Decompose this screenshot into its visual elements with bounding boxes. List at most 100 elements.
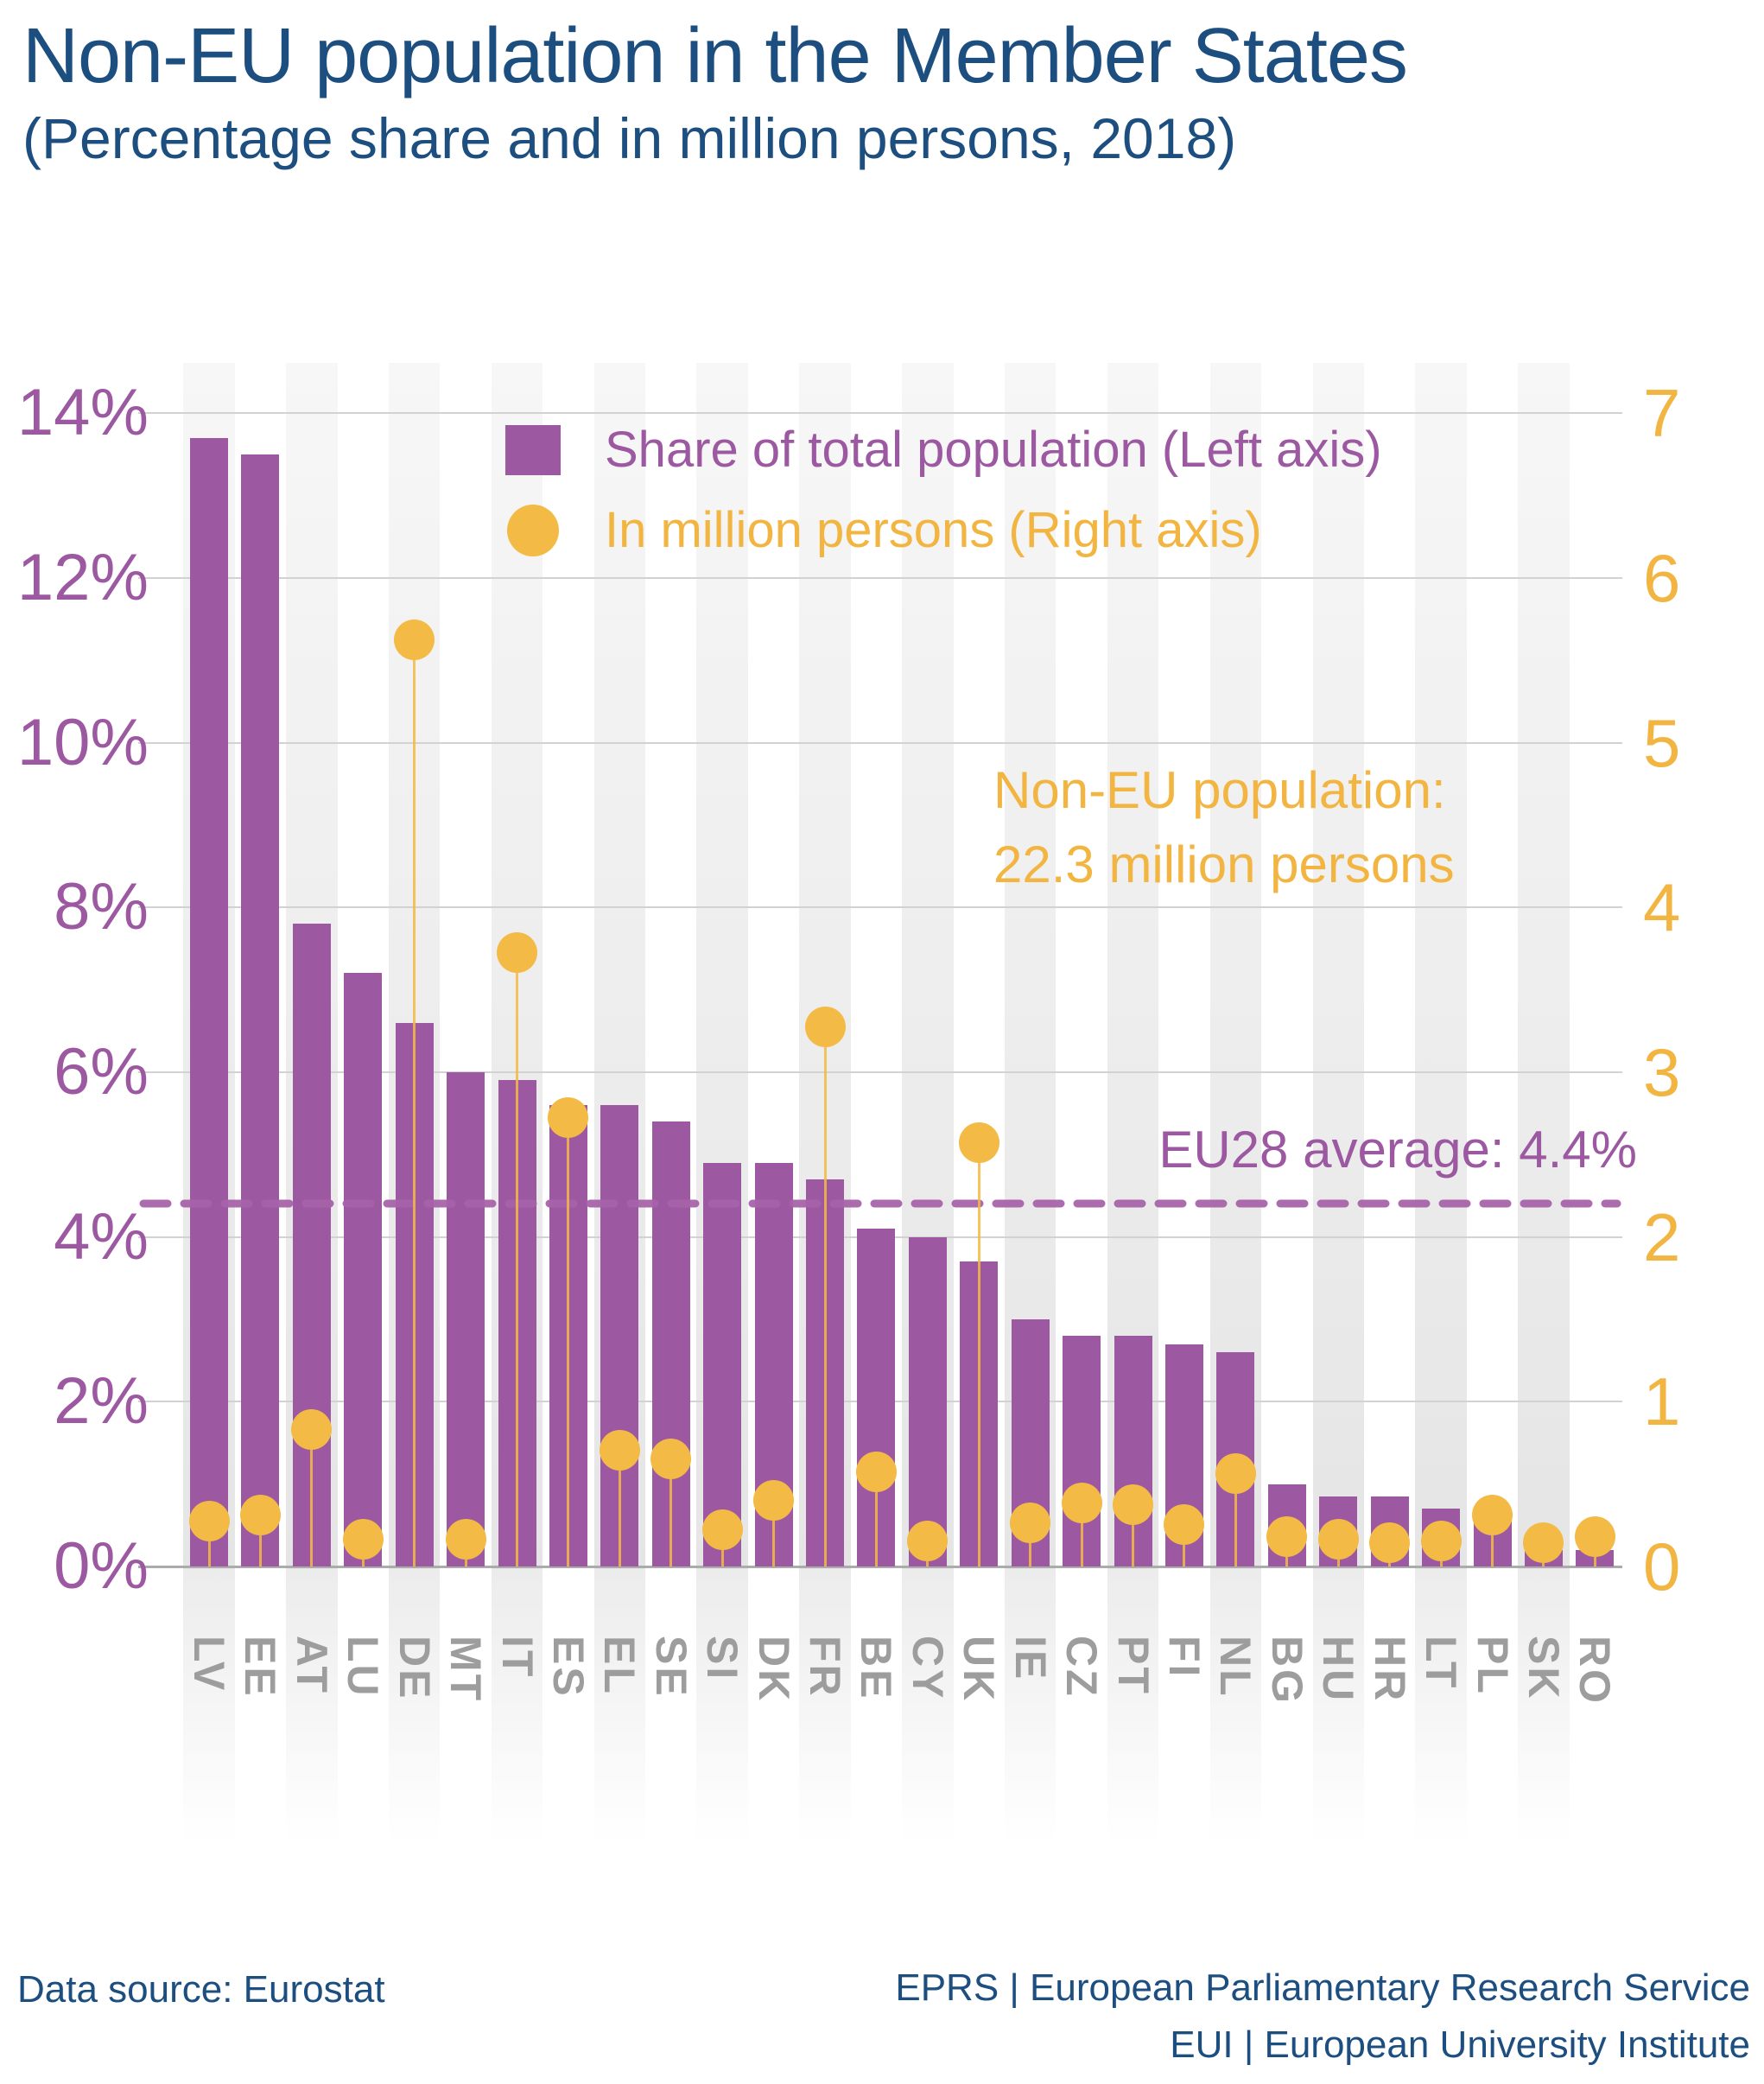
left-axis-tick-0%: 0% bbox=[54, 1529, 149, 1603]
column-band-lower-AT bbox=[286, 1569, 338, 1843]
right-axis-tick-7: 7 bbox=[1643, 375, 1681, 452]
column-band-lower-SI bbox=[696, 1569, 748, 1843]
dot-DK bbox=[753, 1479, 795, 1521]
left-axis-tick-14%: 14% bbox=[16, 376, 149, 450]
x-axis-label-BG: BG bbox=[1262, 1636, 1311, 1706]
gridline-12% bbox=[138, 576, 1622, 579]
column-band-HU bbox=[1312, 363, 1364, 1569]
bar-SI bbox=[703, 1162, 742, 1566]
dot-IT bbox=[497, 932, 538, 974]
dot-NL bbox=[1215, 1453, 1256, 1495]
gridline-6% bbox=[138, 1071, 1622, 1073]
dot-stick-UK bbox=[977, 1162, 980, 1566]
dot-AT bbox=[291, 1408, 333, 1450]
dot-stick-FR bbox=[823, 1047, 827, 1566]
dot-stick-CZ bbox=[1080, 1523, 1083, 1566]
right-axis-tick-0: 0 bbox=[1643, 1528, 1681, 1604]
dot-stick-RO bbox=[1593, 1556, 1596, 1566]
dot-stick-FI bbox=[1183, 1545, 1186, 1566]
x-axis-label-DK: DK bbox=[749, 1636, 798, 1704]
column-band-lower-CY bbox=[902, 1569, 954, 1843]
bar-LV bbox=[190, 437, 228, 1566]
average-line-label: EU28 average: 4.4% bbox=[1158, 1121, 1637, 1179]
x-axis-label-HR: HR bbox=[1365, 1636, 1414, 1704]
gridline-8% bbox=[138, 906, 1622, 909]
page-title: Non-EU population in the Member States bbox=[22, 13, 1408, 99]
dot-EE bbox=[239, 1494, 281, 1535]
dot-stick-EE bbox=[258, 1534, 262, 1566]
total-annotation-line2: 22.3 million persons bbox=[993, 836, 1455, 893]
right-axis-tick-6: 6 bbox=[1643, 539, 1681, 616]
dot-stick-BG bbox=[1285, 1556, 1289, 1566]
x-axis-baseline bbox=[138, 1566, 1622, 1568]
dot-LV bbox=[188, 1501, 230, 1542]
dot-stick-SK bbox=[1542, 1563, 1545, 1566]
x-axis-label-IE: IE bbox=[1006, 1636, 1055, 1682]
dot-stick-MT bbox=[464, 1560, 467, 1566]
column-band-lower-PT bbox=[1107, 1569, 1159, 1843]
dot-stick-HR bbox=[1388, 1563, 1392, 1566]
x-axis-label-DE: DE bbox=[390, 1636, 439, 1701]
x-axis-label-PT: PT bbox=[1108, 1636, 1158, 1696]
total-annotation: Non-EU population: 22.3 million persons bbox=[993, 753, 1455, 902]
dot-PT bbox=[1113, 1484, 1154, 1526]
dot-SE bbox=[650, 1438, 692, 1479]
left-axis-tick-8%: 8% bbox=[54, 870, 149, 944]
dot-BE bbox=[855, 1452, 897, 1493]
x-axis-label-CZ: CZ bbox=[1057, 1636, 1107, 1699]
dot-stick-HU bbox=[1336, 1560, 1340, 1566]
column-band-SK bbox=[1518, 363, 1570, 1569]
right-axis-tick-3: 3 bbox=[1643, 1033, 1681, 1110]
dot-stick-LU bbox=[361, 1560, 365, 1566]
x-axis-label-SE: SE bbox=[646, 1636, 695, 1699]
dot-SI bbox=[701, 1509, 743, 1550]
dot-stick-LV bbox=[207, 1541, 211, 1566]
dot-FR bbox=[804, 1007, 846, 1048]
column-band-LT bbox=[1415, 363, 1467, 1569]
bar-MT bbox=[447, 1071, 485, 1566]
dot-MT bbox=[445, 1519, 486, 1560]
dot-SK bbox=[1523, 1522, 1564, 1564]
x-axis-label-IT: IT bbox=[492, 1636, 542, 1680]
left-axis-tick-6%: 6% bbox=[54, 1034, 149, 1109]
x-axis-label-BE: BE bbox=[852, 1636, 901, 1701]
right-axis-tick-4: 4 bbox=[1643, 869, 1681, 946]
column-band-lower-SK bbox=[1518, 1569, 1570, 1843]
x-axis-label-FR: FR bbox=[801, 1636, 850, 1699]
column-band-lower-EL bbox=[593, 1569, 646, 1843]
x-axis-label-AT: AT bbox=[287, 1636, 336, 1695]
dot-stick-NL bbox=[1234, 1494, 1237, 1566]
dot-DE bbox=[394, 619, 435, 661]
legend-share-label: Share of total population (Left axis) bbox=[605, 422, 1382, 478]
gridline-14% bbox=[138, 412, 1622, 415]
x-axis-label-EL: EL bbox=[595, 1636, 644, 1696]
x-axis-label-LV: LV bbox=[185, 1636, 233, 1693]
dot-CY bbox=[907, 1521, 949, 1562]
dot-stick-PL bbox=[1491, 1534, 1494, 1566]
dot-stick-IT bbox=[516, 973, 519, 1566]
dot-UK bbox=[958, 1121, 999, 1163]
column-band-lower-IT bbox=[491, 1569, 543, 1843]
column-band-lower-IE bbox=[1005, 1569, 1056, 1843]
x-axis-label-HU: HU bbox=[1314, 1636, 1363, 1704]
x-axis-label-UK: UK bbox=[955, 1636, 1004, 1704]
x-axis-label-ES: ES bbox=[543, 1636, 593, 1699]
left-axis-tick-2%: 2% bbox=[54, 1364, 149, 1439]
column-band-lower-LT bbox=[1415, 1569, 1467, 1843]
dot-stick-EL bbox=[618, 1471, 621, 1566]
dot-HR bbox=[1369, 1522, 1411, 1564]
dot-stick-BE bbox=[874, 1492, 878, 1566]
x-axis-label-NL: NL bbox=[1211, 1636, 1260, 1699]
dot-stick-SE bbox=[669, 1478, 673, 1566]
x-axis-label-SI: SI bbox=[698, 1636, 747, 1682]
eu28-average-dashed-line bbox=[139, 1199, 1621, 1208]
footer-eui-text: EUI | European University Institute bbox=[1170, 2024, 1750, 2066]
left-axis-tick-10%: 10% bbox=[16, 705, 149, 779]
dot-PL bbox=[1472, 1494, 1513, 1535]
dot-LT bbox=[1420, 1521, 1462, 1562]
dot-stick-LT bbox=[1439, 1561, 1443, 1566]
column-band-lower-NL bbox=[1209, 1569, 1262, 1843]
right-axis-tick-1: 1 bbox=[1643, 1363, 1681, 1440]
x-axis-label-SK: SK bbox=[1519, 1636, 1568, 1701]
